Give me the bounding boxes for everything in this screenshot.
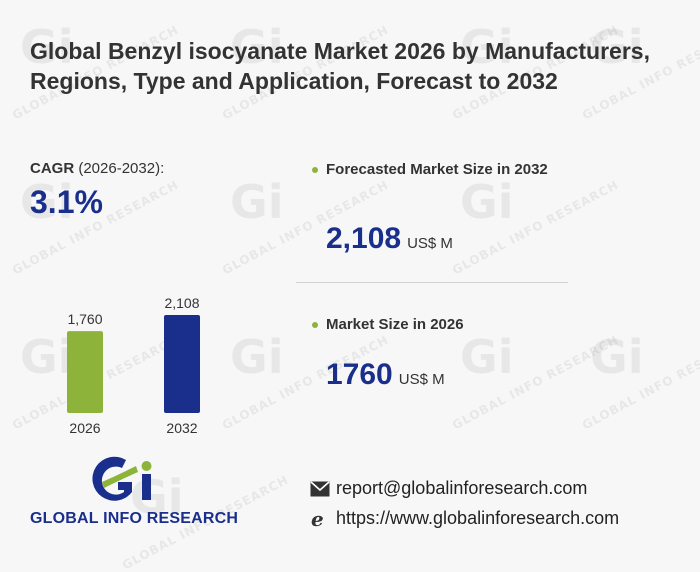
- bar-2026: [67, 331, 103, 413]
- envelope-icon: [310, 479, 330, 499]
- bar-value-label: 2,108: [164, 295, 199, 311]
- cagr-label: CAGR (2026-2032):: [30, 160, 164, 177]
- svg-text:e: e: [311, 509, 324, 529]
- contact-website[interactable]: e https://www.globalinforesearch.com: [310, 508, 619, 529]
- forecast-size-number: 2,108: [326, 222, 402, 255]
- x-tick-label: 2026: [69, 420, 100, 436]
- watermark-text: GLOBAL INFO RESEARCH: [450, 177, 622, 278]
- divider: [296, 282, 568, 283]
- email-text[interactable]: report@globalinforesearch.com: [336, 478, 588, 498]
- cagr-value: 3.1%: [30, 184, 103, 220]
- current-size-unit: US$ M: [398, 371, 445, 388]
- contact-email[interactable]: report@globalinforesearch.com: [310, 478, 587, 499]
- watermark-mark: Gi: [230, 175, 284, 229]
- watermark-mark: Gi: [460, 175, 514, 229]
- current-size-number: 1760: [326, 358, 393, 391]
- watermark-mark: Gi: [460, 330, 514, 384]
- logo-text: GLOBAL INFO RESEARCH: [30, 510, 239, 527]
- bullet-icon: [312, 322, 318, 328]
- website-text[interactable]: https://www.globalinforesearch.com: [336, 508, 620, 528]
- browser-e-icon: e: [310, 509, 330, 529]
- bar-2032: [164, 315, 200, 413]
- company-logo: GLOBAL INFO RESEARCH: [30, 452, 239, 532]
- cagr-label-bold: CAGR: [30, 160, 75, 177]
- gi-logo-icon: [92, 456, 152, 501]
- x-tick-label: 2032: [166, 420, 197, 436]
- watermark-text: GLOBAL INFO RESEARCH: [580, 332, 700, 433]
- bar-value-label: 1,760: [67, 311, 102, 327]
- page-title: Global Benzyl isocyanate Market 2026 by …: [30, 38, 650, 94]
- watermark-mark: Gi: [590, 330, 644, 384]
- watermark-text: GLOBAL INFO RESEARCH: [450, 332, 622, 433]
- forecast-size-label: Forecasted Market Size in 2032: [326, 161, 548, 178]
- forecast-size-unit: US$ M: [407, 235, 453, 252]
- forecast-size-value: 2,108 US$ M: [326, 222, 453, 256]
- current-size-value: 1760 US$ M: [326, 358, 445, 392]
- bar-chart: 1,760 2026 2,108 2032: [67, 295, 200, 436]
- cagr-label-period: (2026-2032):: [74, 160, 165, 177]
- bullet-icon: [312, 167, 318, 173]
- current-size-label: Market Size in 2026: [326, 316, 464, 333]
